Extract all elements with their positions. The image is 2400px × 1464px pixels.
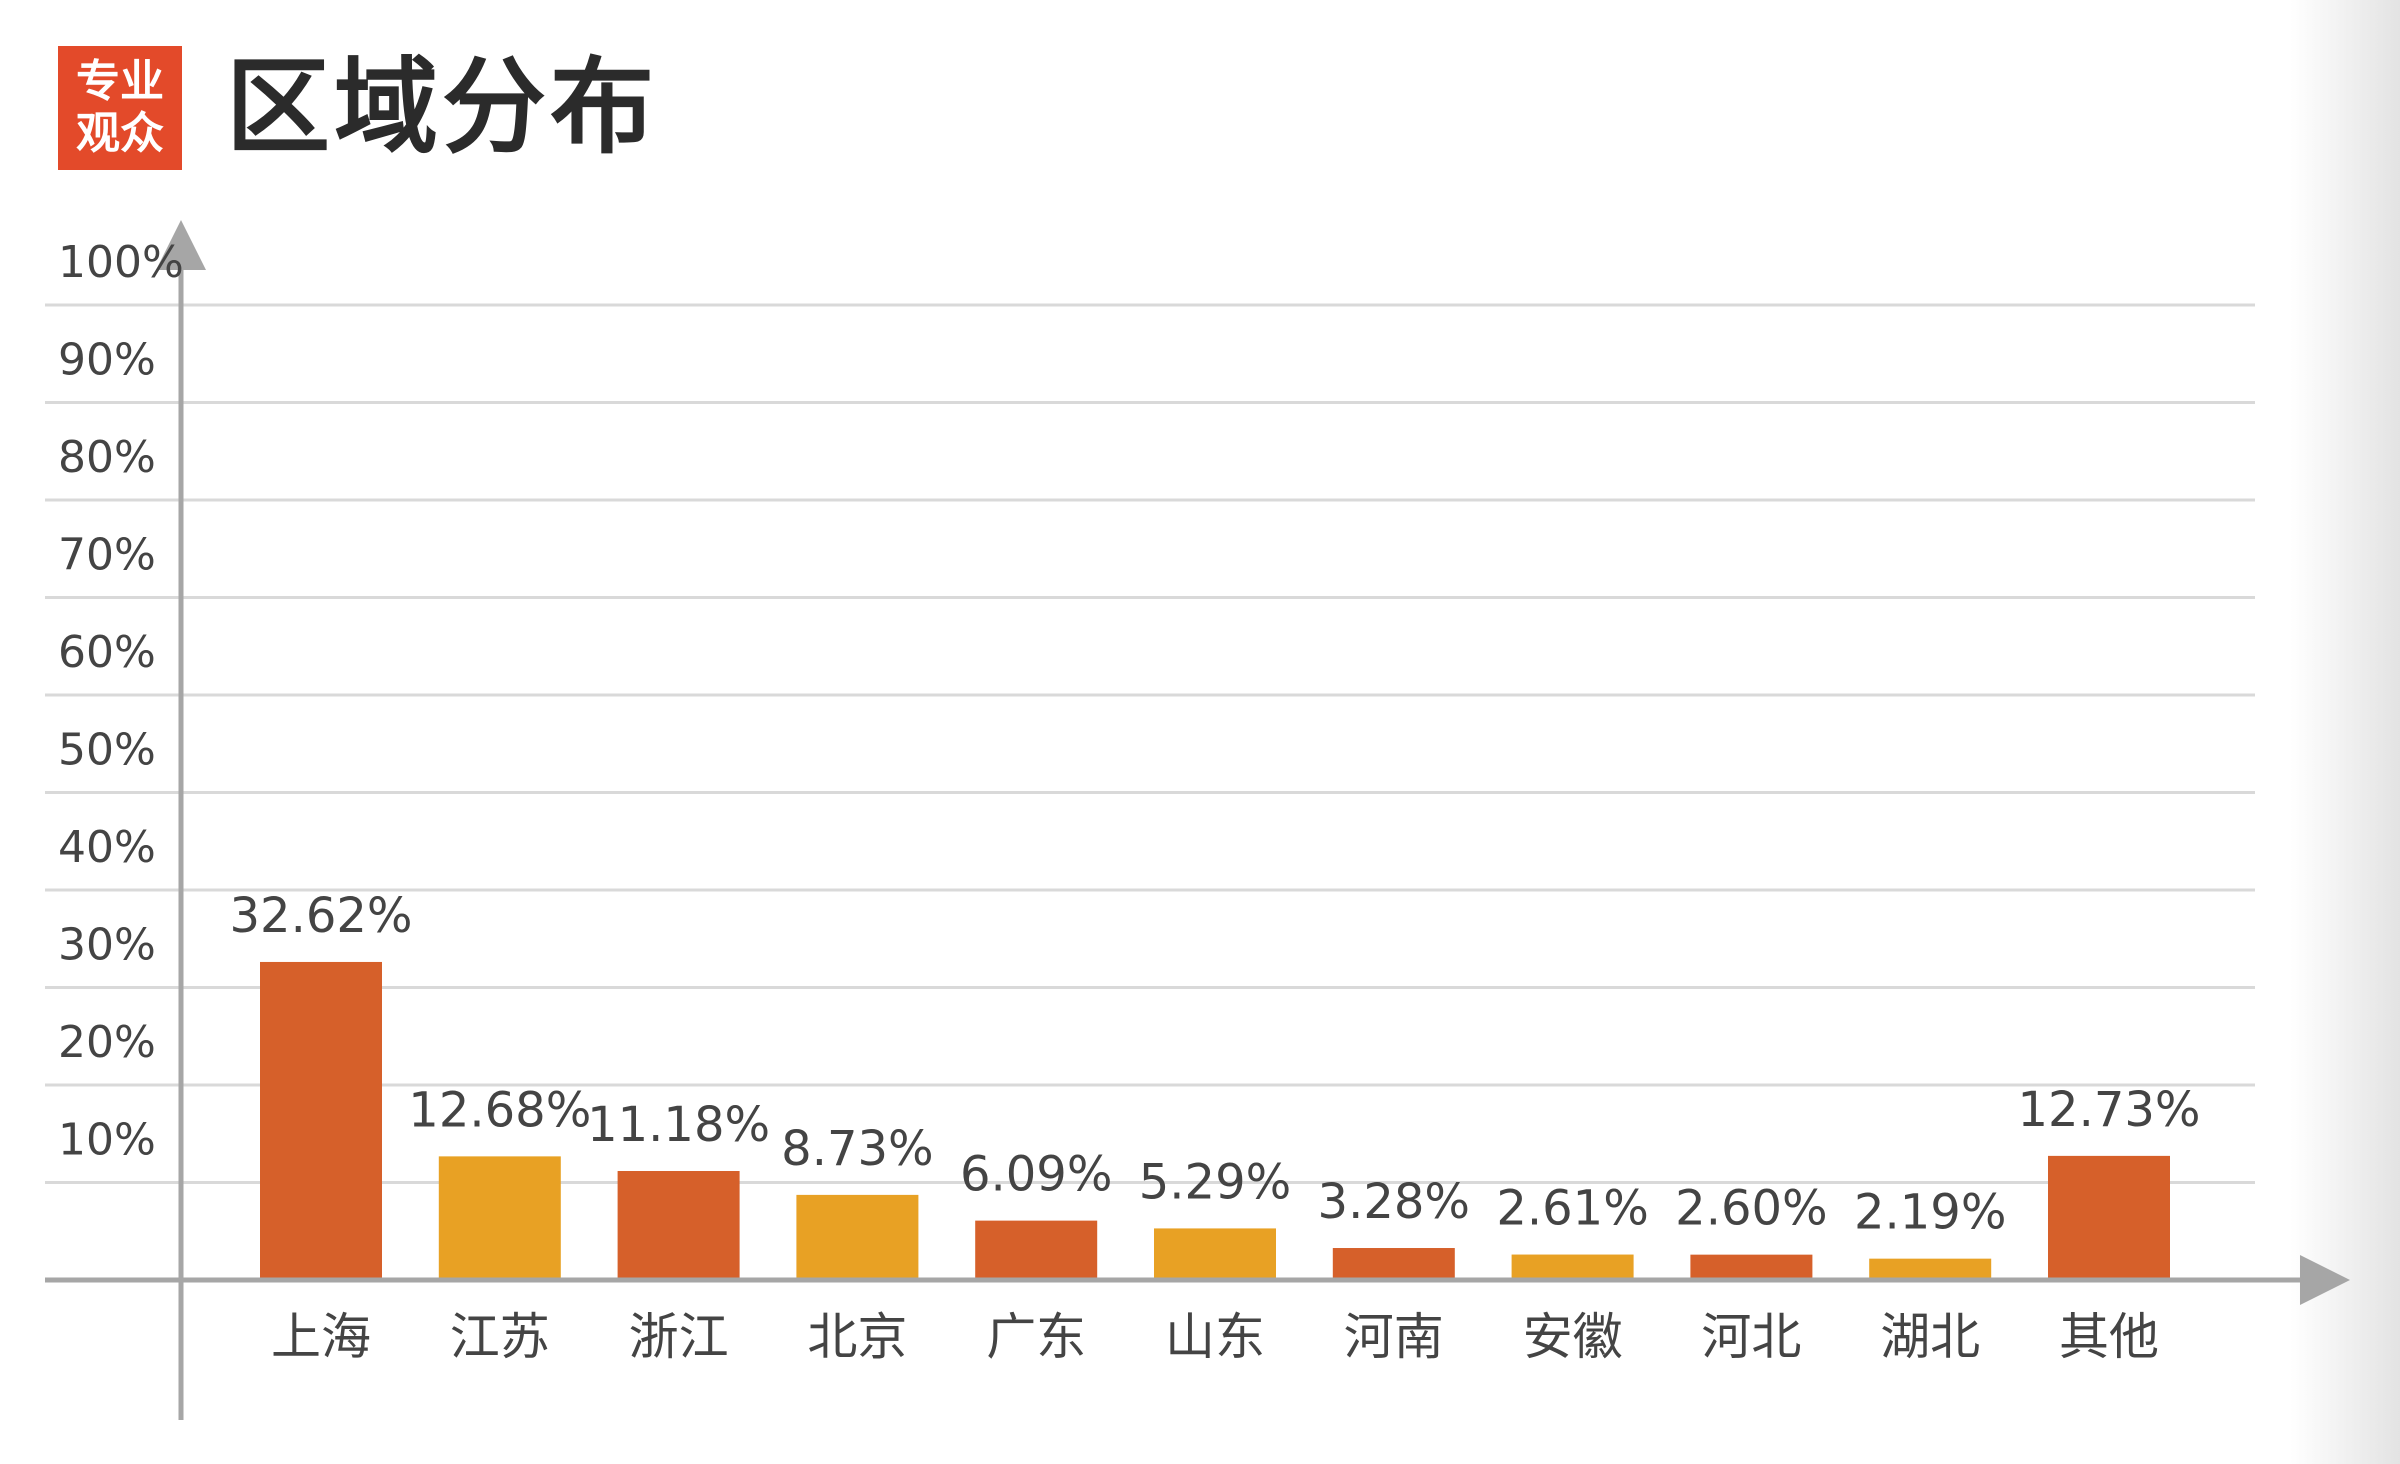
y-tick-label: 20% — [58, 1017, 156, 1068]
x-tick-label: 湖北 — [1880, 1308, 1980, 1366]
y-tick-label: 40% — [58, 822, 156, 873]
data-labels: 32.62% 12.68%11.18% 8.73% 6.09% 5.29% 3.28% 2.… — [229, 888, 2200, 1241]
bars — [260, 961, 2170, 1280]
chart-title: 区域分布 — [226, 46, 659, 168]
x-tick-label: 北京 — [807, 1308, 907, 1366]
bar-江苏 — [438, 1156, 561, 1280]
x-tick-label: 山东 — [1165, 1308, 1265, 1366]
bar-湖北 — [1869, 1258, 1992, 1280]
y-tick-label: 30% — [58, 920, 156, 971]
right-edge-shade — [2290, 0, 2400, 1464]
bar-河北 — [1690, 1254, 1813, 1280]
data-label: 6.09% — [960, 1147, 1112, 1203]
data-label: 2.61% — [1496, 1181, 1648, 1237]
bar-安徽 — [1511, 1254, 1634, 1280]
data-label: 12.73% — [2017, 1082, 2200, 1138]
x-tick-label: 广东 — [986, 1308, 1086, 1366]
x-tick-label: 河北 — [1701, 1308, 1801, 1366]
bar-河南 — [1332, 1248, 1455, 1280]
data-label: 11.18% — [587, 1097, 770, 1153]
data-label: 2.60% — [1675, 1181, 1827, 1237]
x-tick-label: 浙江 — [629, 1308, 729, 1366]
axes — [45, 220, 2350, 1420]
y-tick-label: 90% — [58, 335, 156, 386]
y-tick-label: 60% — [58, 627, 156, 678]
data-label: 5.29% — [1139, 1154, 1291, 1210]
bar-北京 — [796, 1194, 919, 1280]
y-tick-label: 10% — [58, 1115, 156, 1166]
y-tick-label: 100% — [58, 237, 184, 288]
y-tick-label: 80% — [58, 432, 156, 483]
gridlines — [45, 303, 2255, 1184]
bar-广东 — [975, 1220, 1098, 1280]
x-tick-label: 河南 — [1344, 1308, 1444, 1366]
data-label: 32.62% — [229, 888, 412, 944]
x-tick-label: 江苏 — [450, 1308, 550, 1366]
x-tick-label: 安徽 — [1523, 1308, 1623, 1366]
bar-其他 — [2048, 1155, 2170, 1280]
badge-line-2: 观众 — [76, 108, 164, 159]
x-tick-label: 其他 — [2059, 1308, 2159, 1366]
bar-浙江 — [617, 1170, 740, 1280]
bar-山东 — [1154, 1228, 1276, 1280]
x-axis-ticks: 上海 江苏 浙江 北京 广东 山东 河南 安徽 河北 湖北 其他 — [271, 1308, 2159, 1366]
data-label: 12.68% — [408, 1082, 591, 1138]
y-tick-label: 70% — [58, 530, 156, 581]
y-tick-label: 50% — [58, 725, 156, 776]
badge-line-1: 专业 — [76, 56, 164, 107]
y-axis-ticks: 10% 20% 30% 40% 50% 60% 70% 80% 90% 100% — [58, 237, 184, 1166]
data-label: 8.73% — [781, 1121, 933, 1177]
data-label: 2.19% — [1854, 1185, 2006, 1241]
bar-上海 — [260, 961, 382, 1280]
category-badge: 专业 观众 — [58, 46, 182, 170]
data-label: 3.28% — [1318, 1174, 1470, 1230]
x-tick-label: 上海 — [271, 1308, 371, 1366]
